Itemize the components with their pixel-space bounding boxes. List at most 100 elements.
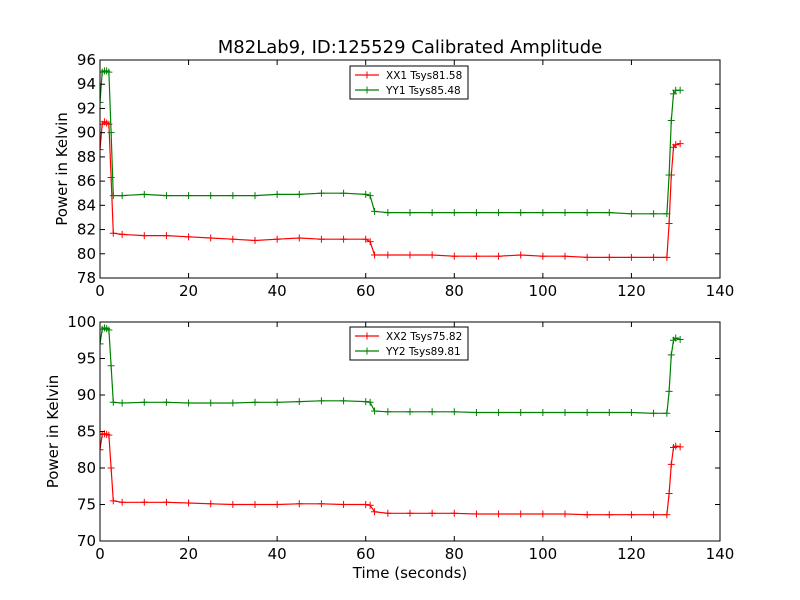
series-1-marker (472, 409, 480, 417)
legend-label: XX1 Tsys81.58 (386, 70, 462, 82)
legend-label: XX2 Tsys75.82 (386, 331, 462, 343)
y-tick-label: 86 (77, 172, 96, 190)
axes-frame (99, 59, 721, 279)
series-group (100, 324, 684, 519)
series-1-marker (251, 398, 259, 406)
series-1-marker (583, 409, 591, 417)
series-1-marker (107, 362, 115, 370)
series-line-1 (100, 327, 681, 414)
y-tick-label: 70 (77, 532, 96, 550)
series-0-marker (517, 251, 525, 259)
series-1-marker (229, 399, 237, 407)
x-tick-label: 40 (268, 545, 287, 563)
chart-title: M82Lab9, ID:125529 Calibrated Amplitude (218, 37, 602, 58)
y-tick-label: 78 (77, 269, 96, 287)
legend-box (349, 326, 469, 361)
y-tick-label: 95 (77, 350, 96, 368)
series-0-marker (583, 511, 591, 519)
series-0-marker (107, 173, 115, 181)
series-1-marker (561, 409, 569, 417)
series-1-marker (229, 192, 237, 200)
series-1-marker (162, 398, 170, 406)
series-1-marker (140, 398, 148, 406)
series-1-marker (406, 408, 414, 416)
series-0-marker (251, 501, 259, 508)
y-tick-label: 80 (77, 459, 96, 477)
series-0-marker (627, 511, 635, 519)
series-0-marker (295, 500, 303, 508)
x-tick-label: 100 (529, 282, 558, 300)
series-1-marker (207, 192, 215, 200)
series-1-marker (650, 409, 658, 417)
series-0-marker (109, 229, 117, 237)
y-tick-label: 85 (77, 423, 96, 441)
y-tick-label: 75 (77, 496, 96, 514)
series-0-marker (366, 501, 374, 509)
series-1-marker (472, 209, 480, 217)
series-1-marker (627, 409, 635, 417)
series-1-marker (384, 209, 392, 217)
series-1-marker (118, 192, 126, 200)
legend-box (349, 65, 469, 100)
series-1-marker (406, 209, 414, 217)
series-1-marker (583, 209, 591, 217)
series-0-marker (340, 501, 348, 508)
series-0-marker (428, 251, 436, 259)
series-0-marker (663, 511, 671, 519)
series-0-marker (650, 253, 658, 261)
series-0-marker (366, 238, 374, 246)
series-1-marker (140, 190, 148, 198)
series-1-marker (362, 398, 370, 406)
series-1-marker (185, 192, 193, 200)
y-tick-label: 82 (77, 221, 96, 239)
series-1-marker (665, 387, 673, 395)
series-1-marker (207, 399, 215, 407)
series-1-marker (663, 210, 671, 218)
series-0-marker (561, 510, 569, 518)
series-1-marker (428, 408, 436, 416)
series-1-marker (362, 190, 370, 198)
series-0-marker (406, 509, 414, 517)
series-1-marker (665, 171, 673, 179)
series-0-marker (539, 510, 547, 518)
series-0-marker (605, 511, 613, 519)
series-0-marker (672, 141, 680, 149)
x-tick-label: 120 (617, 545, 646, 563)
series-1-marker (670, 90, 677, 98)
legend-marker (363, 332, 371, 340)
series-1-marker (340, 189, 348, 197)
series-1-marker (162, 192, 170, 200)
x-tick-label: 40 (268, 282, 287, 300)
series-0-marker (140, 498, 148, 506)
series-0-marker (371, 251, 379, 259)
series-0-marker (295, 234, 303, 242)
series-1-marker (495, 409, 503, 417)
x-tick-label: 60 (356, 545, 375, 563)
series-1-marker (100, 98, 104, 106)
series-1-marker (517, 209, 525, 217)
series-1-marker (273, 398, 281, 406)
x-tick-label: 100 (529, 545, 558, 563)
series-1-marker (107, 129, 115, 137)
series-0-marker (428, 509, 436, 517)
series-line-0 (100, 433, 681, 516)
series-1-marker (450, 209, 458, 217)
series-0-marker (185, 233, 193, 241)
series-0-marker (105, 431, 113, 439)
series-0-marker (676, 140, 684, 148)
series-0-marker (663, 253, 671, 261)
bottom-subplot: 0 20 40 60 80 100 120 140 70 75 80 85 90 95 100 Power i… (44, 313, 734, 582)
series-1-marker (109, 398, 117, 406)
series-1-marker (109, 192, 117, 200)
legend-label: YY2 Tsys89.81 (385, 346, 461, 358)
x-tick-label: 80 (445, 282, 464, 300)
series-0-marker (185, 499, 193, 507)
y-tick-label: 90 (77, 386, 96, 404)
series-1-marker (605, 409, 613, 417)
series-0-marker (140, 232, 148, 240)
x-tick-label: 0 (95, 282, 105, 300)
x-tick-label: 60 (356, 282, 375, 300)
series-group (100, 67, 684, 261)
series-0-marker (472, 510, 480, 518)
